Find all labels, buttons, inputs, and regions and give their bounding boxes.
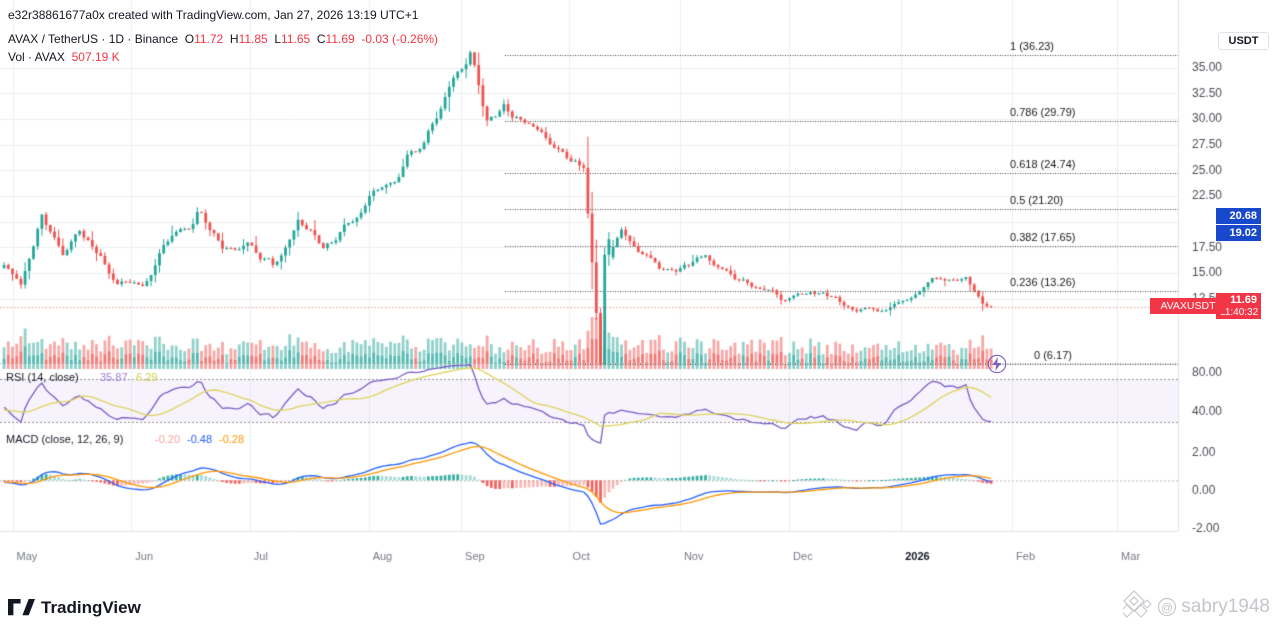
svg-text:@: @ xyxy=(1161,601,1173,615)
